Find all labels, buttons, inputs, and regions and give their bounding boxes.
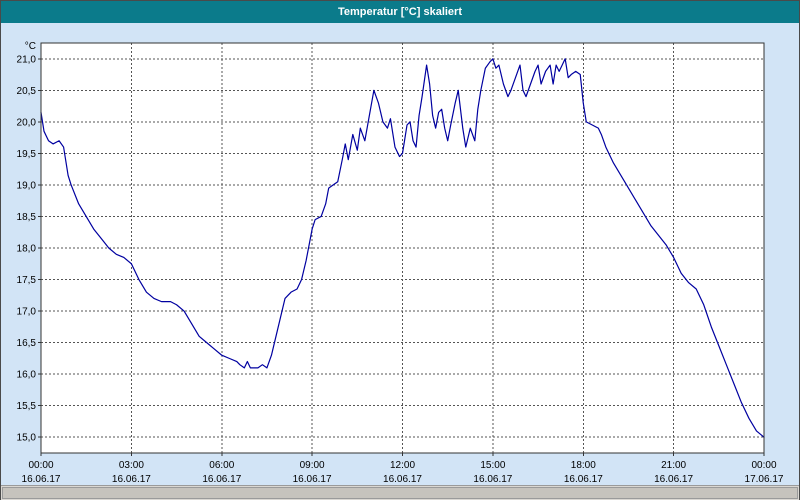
svg-text:°C: °C — [25, 41, 36, 52]
svg-text:18,0: 18,0 — [17, 244, 37, 255]
horizontal-scrollbar-thumb[interactable] — [2, 487, 798, 499]
svg-text:17.06.17: 17.06.17 — [745, 474, 784, 485]
svg-text:03:00: 03:00 — [119, 460, 144, 471]
svg-text:16.06.17: 16.06.17 — [564, 474, 603, 485]
svg-text:16.06.17: 16.06.17 — [293, 474, 332, 485]
svg-text:16.06.17: 16.06.17 — [383, 474, 422, 485]
svg-text:16.06.17: 16.06.17 — [112, 474, 151, 485]
svg-text:16,0: 16,0 — [17, 370, 37, 381]
svg-text:16.06.17: 16.06.17 — [654, 474, 693, 485]
svg-text:12:00: 12:00 — [390, 460, 415, 471]
svg-text:18:00: 18:00 — [571, 460, 596, 471]
svg-text:09:00: 09:00 — [300, 460, 325, 471]
svg-text:16,5: 16,5 — [17, 338, 37, 349]
svg-text:21,0: 21,0 — [17, 54, 37, 65]
chart-svg: 21,0 20,5 20,0 19,5 19,0 18,5 18,0 17,5 17,0 16,5… — [17, 41, 784, 485]
svg-text:15:00: 15:00 — [480, 460, 505, 471]
svg-text:19,5: 19,5 — [17, 149, 37, 160]
svg-text:19,0: 19,0 — [17, 180, 37, 191]
window-title-bar: Temperatur [°C] skaliert — [1, 1, 799, 23]
svg-text:21:00: 21:00 — [661, 460, 686, 471]
svg-text:20,5: 20,5 — [17, 86, 37, 97]
svg-text:18,5: 18,5 — [17, 212, 37, 223]
svg-text:16.06.17: 16.06.17 — [22, 474, 61, 485]
svg-text:00:00: 00:00 — [28, 460, 53, 471]
svg-text:17,5: 17,5 — [17, 275, 37, 286]
svg-text:15,5: 15,5 — [17, 401, 37, 412]
svg-text:06:00: 06:00 — [209, 460, 234, 471]
svg-text:20,0: 20,0 — [17, 117, 37, 128]
horizontal-scrollbar[interactable] — [1, 485, 799, 500]
svg-text:15,0: 15,0 — [17, 433, 37, 444]
window-title: Temperatur [°C] skaliert — [337, 6, 462, 18]
svg-text:16.06.17: 16.06.17 — [473, 474, 512, 485]
svg-text:17,0: 17,0 — [17, 307, 37, 318]
svg-text:00:00: 00:00 — [751, 460, 776, 471]
chart-area: 21,0 20,5 20,0 19,5 19,0 18,5 18,0 17,5 17,0 16,5… — [1, 23, 799, 485]
svg-text:16.06.17: 16.06.17 — [202, 474, 241, 485]
